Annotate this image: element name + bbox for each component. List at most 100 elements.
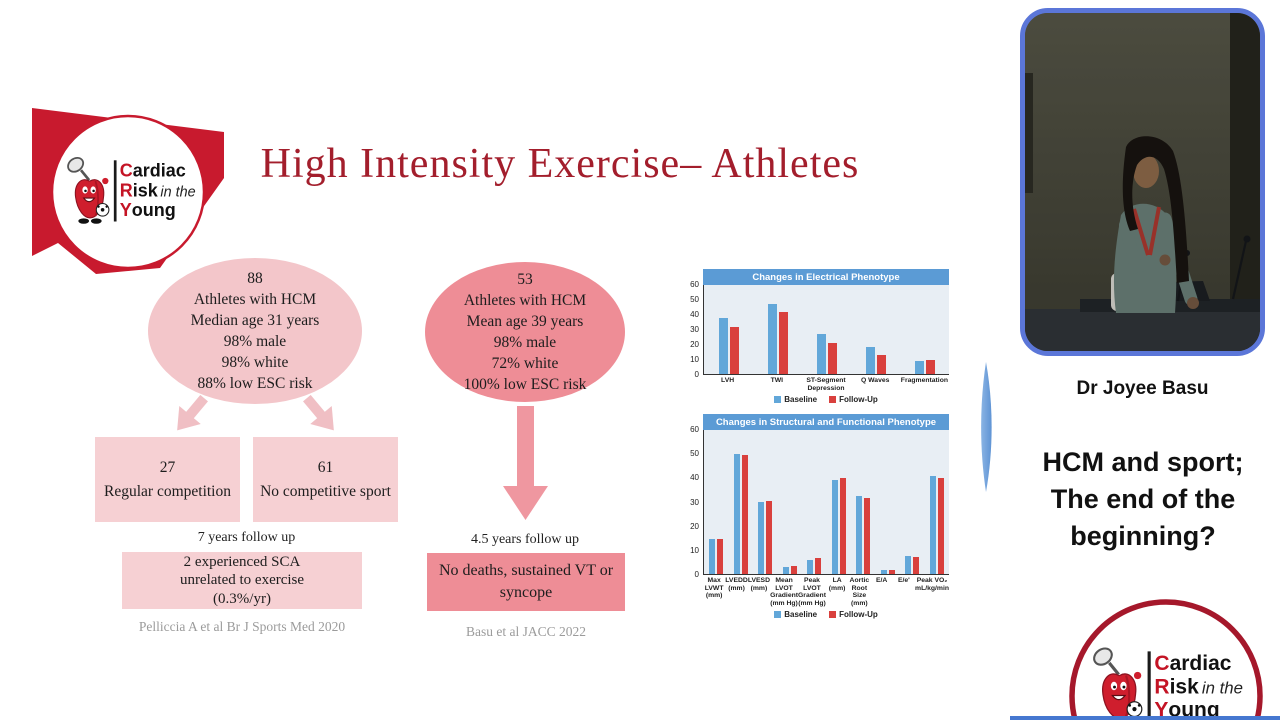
bar-group — [900, 285, 949, 374]
citation-basu: Basu et al JACC 2022 — [466, 624, 586, 639]
speaker-name: Dr Joyee Basu — [1076, 378, 1209, 399]
text-line: 88% low ESC risk — [197, 375, 313, 392]
x-axis-labels: LVH TWI ST-Segment Depression Q Waves Fragme… — [703, 375, 949, 392]
bar-group — [704, 430, 729, 574]
legend-swatch — [774, 396, 782, 404]
bar-follow-up — [815, 558, 822, 574]
y-tick-label: 0 — [694, 570, 699, 579]
text-line: No deaths, sustained VT or — [438, 562, 614, 579]
x-tick-label: Peak VO₂ mL/kg/min — [915, 577, 950, 592]
bar-follow-up — [937, 478, 944, 574]
legend-label: Baseline — [784, 395, 818, 405]
text-line: Mean age 39 years — [466, 313, 584, 330]
y-tick-label: 60 — [690, 425, 699, 434]
x-tick-label: Max LVWT (mm) — [704, 577, 724, 600]
bar-group — [851, 430, 876, 574]
legend-label: Follow-Up — [839, 610, 878, 620]
text-line: Regular competition — [104, 482, 231, 500]
microphone — [1231, 240, 1248, 300]
chart-title: Changes in Structural and Functional Phe… — [703, 414, 949, 430]
x-tick-label: E/A — [875, 577, 888, 584]
bar-follow-up — [717, 539, 724, 574]
text-line: Athletes with HCM — [463, 292, 587, 309]
cry-logo-bottom-right — [1069, 599, 1263, 720]
bar-baseline — [929, 475, 936, 574]
down-arrow — [503, 406, 548, 520]
bar-group — [704, 285, 753, 374]
chart-legend: Baseline Follow-Up — [703, 610, 949, 619]
x-tick-label: Q Waves — [860, 377, 890, 384]
text-line: syncope — [499, 584, 553, 601]
bar-group — [900, 430, 925, 574]
text-line: 88 — [247, 270, 263, 287]
bar-baseline — [816, 333, 826, 374]
cry-logo-top-left — [32, 108, 224, 274]
legend-swatch — [774, 611, 782, 619]
box-no-competitive-sport: 61 No competitive sport — [253, 437, 398, 522]
bar-baseline — [807, 559, 814, 574]
bar-follow-up — [827, 342, 837, 374]
bar-baseline — [733, 454, 740, 574]
followup-label-mid: 4.5 years follow up — [470, 532, 580, 547]
text-line: (0.3%/yr) — [213, 590, 271, 607]
y-tick-label: 40 — [690, 310, 699, 319]
podium — [1025, 309, 1260, 351]
y-axis: 0 10 20 30 40 50 60 — [685, 426, 703, 579]
bar-group — [851, 285, 900, 374]
bar-group — [729, 430, 754, 574]
bar-group — [802, 430, 827, 574]
text-line: 100% low ESC risk — [463, 376, 587, 393]
bar-baseline — [880, 569, 887, 574]
text-line: 72% white — [491, 355, 559, 372]
x-tick-label: TWI — [770, 377, 784, 384]
bar-baseline — [718, 317, 728, 374]
box-sca-outcome: 2 experienced SCA unrelated to exercise (0… — [122, 552, 362, 609]
legend-item: Follow-Up — [829, 395, 878, 404]
box-regular-competition: 27 Regular competition — [95, 437, 240, 522]
bar-follow-up — [876, 354, 886, 374]
bar-baseline — [767, 303, 777, 374]
bar-baseline — [831, 480, 838, 574]
bar-group — [753, 430, 778, 574]
bar-follow-up — [864, 498, 871, 574]
bottom-blue-strip — [1010, 716, 1280, 720]
y-tick-label: 30 — [690, 497, 699, 507]
chart-electrical-phenotype: Changes in Electrical Phenotype 0 10 20 30 4… — [685, 269, 949, 404]
y-tick-label: 20 — [690, 521, 699, 531]
chart-structural-phenotype: Changes in Structural and Functional Phe… — [685, 414, 949, 619]
text-line: 98% white — [221, 354, 289, 371]
x-tick-label: Aortic Root Size (mm) — [849, 577, 870, 607]
text-line: 53 — [517, 271, 533, 288]
text-line: No competitive sport — [260, 482, 391, 500]
text-line: unrelated to exercise — [179, 572, 305, 589]
text-line: 61 — [317, 458, 334, 476]
talk-title: HCM and sport; The end of the beginning? — [1003, 444, 1280, 555]
bar-baseline — [856, 496, 863, 574]
bar-follow-up — [741, 455, 748, 574]
bar-group — [802, 285, 851, 374]
bar-follow-up — [778, 312, 788, 374]
x-tick-label: LVESD (mm) — [747, 577, 770, 592]
x-tick-label: LVEDD (mm) — [725, 577, 748, 592]
bar-baseline — [905, 556, 912, 574]
bar-baseline — [865, 347, 875, 374]
bar-follow-up — [925, 359, 935, 374]
legend-item: Baseline — [774, 610, 817, 619]
cohort-ellipse-basu: 53 Athletes with HCM Mean age 39 years 98% … — [425, 262, 625, 402]
plot-area — [703, 285, 949, 375]
chart-title: Changes in Electrical Phenotype — [703, 269, 949, 285]
lanyard — [1132, 206, 1161, 256]
y-tick-label: 10 — [690, 355, 699, 364]
y-tick-label: 10 — [690, 545, 699, 555]
legend-item: Follow-Up — [829, 610, 878, 619]
y-tick-label: 60 — [690, 280, 699, 289]
x-tick-label: Peak LVOT Gradient (mm Hg) — [798, 577, 826, 607]
bar-baseline — [782, 566, 789, 574]
bar-group — [778, 430, 803, 574]
y-tick-label: 50 — [690, 295, 699, 304]
bar-group — [925, 430, 950, 574]
x-tick-label: E/e' — [897, 577, 910, 584]
x-tick-label: ST-Segment Depression — [806, 377, 846, 392]
text-line: Median age 31 years — [190, 312, 320, 329]
